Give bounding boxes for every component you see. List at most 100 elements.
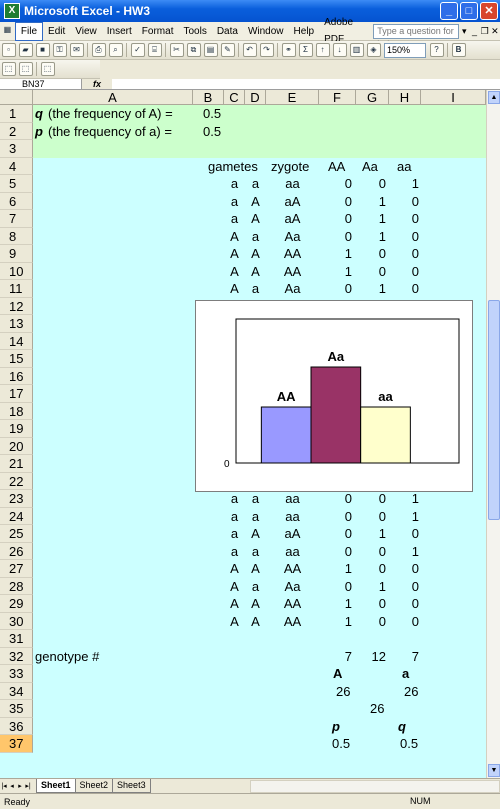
pdf-email-icon[interactable]: ⬚	[18, 62, 33, 76]
new-icon[interactable]: ▫	[1, 43, 16, 57]
row-header-33[interactable]: 33	[0, 665, 33, 683]
drawing-icon[interactable]: ◈	[366, 43, 381, 57]
count-Aa[interactable]: 0	[378, 596, 386, 611]
gamete-1[interactable]: a	[230, 193, 239, 209]
column-header-d[interactable]: D	[245, 90, 266, 105]
zygote[interactable]: aA	[284, 211, 301, 226]
allele-a-count[interactable]: 26	[404, 683, 419, 699]
menu-data[interactable]: Data	[216, 25, 238, 37]
count-Aa[interactable]: 0	[378, 508, 386, 524]
row-header-19[interactable]: 19	[0, 420, 33, 438]
gamete-1[interactable]: a	[230, 543, 239, 559]
open-icon[interactable]: ▰	[18, 43, 33, 57]
count-AA[interactable]: 0	[344, 228, 352, 244]
row-header-34[interactable]: 34	[0, 682, 33, 700]
count-Aa[interactable]: 0	[378, 176, 386, 191]
row-header-15[interactable]: 15	[0, 350, 33, 368]
zygote[interactable]: AA	[283, 561, 302, 576]
row-header-17[interactable]: 17	[0, 385, 33, 403]
column-header-a[interactable]: A	[33, 90, 193, 105]
chevron-down-icon[interactable]: ▾	[461, 25, 467, 36]
genotype-AA-total[interactable]: 7	[344, 648, 352, 664]
menu-view[interactable]: View	[75, 25, 97, 37]
column-header-e[interactable]: E	[266, 90, 319, 105]
q-result[interactable]: 0.5	[400, 736, 419, 751]
gamete-2[interactable]: A	[251, 246, 260, 261]
gamete-1[interactable]: A	[230, 578, 239, 594]
row-header-14[interactable]: 14	[0, 332, 33, 350]
gamete-2[interactable]: A	[251, 596, 260, 611]
horizontal-scrollbar[interactable]	[250, 779, 500, 793]
print-icon[interactable]: ⎙	[91, 43, 106, 57]
zygote[interactable]: Aa	[284, 281, 301, 296]
menu-edit[interactable]: Edit	[48, 25, 66, 37]
p-value[interactable]: 0.5	[203, 123, 222, 139]
count-aa[interactable]: 1	[411, 176, 419, 191]
gamete-2[interactable]: a	[251, 508, 260, 524]
count-AA[interactable]: 0	[344, 508, 352, 524]
count-aa[interactable]: 1	[411, 508, 419, 524]
count-AA[interactable]: 0	[344, 578, 352, 594]
count-aa[interactable]: 0	[411, 246, 419, 261]
row-header-32[interactable]: 32	[0, 647, 33, 665]
zygote[interactable]: Aa	[284, 228, 301, 244]
print-preview-icon[interactable]: ⌕	[108, 43, 123, 57]
count-AA[interactable]: 0	[344, 491, 352, 506]
permission-icon[interactable]: ⚿	[52, 43, 67, 57]
row-header-18[interactable]: 18	[0, 402, 33, 420]
count-aa[interactable]: 0	[411, 193, 419, 209]
bold-icon[interactable]: B	[451, 43, 466, 57]
count-Aa[interactable]: 0	[378, 543, 386, 559]
bar-AA[interactable]	[260, 406, 312, 464]
pdf-review-icon[interactable]: ⬚	[40, 62, 55, 76]
q-result-header[interactable]: q	[398, 718, 406, 734]
gamete-1[interactable]: a	[230, 491, 239, 506]
q-symbol[interactable]: q	[35, 106, 43, 121]
count-aa[interactable]: 1	[411, 491, 419, 506]
scroll-thumb[interactable]	[488, 300, 500, 520]
gamete-2[interactable]: a	[251, 543, 260, 559]
gamete-1[interactable]: A	[230, 228, 239, 244]
gamete-2[interactable]: A	[251, 613, 260, 629]
zoom-select[interactable]: 150%	[384, 42, 426, 58]
menu-tools[interactable]: Tools	[183, 25, 207, 37]
minimize-button[interactable]: _	[440, 2, 458, 20]
genotype-aa-total[interactable]: 7	[411, 648, 419, 664]
doc-close-icon[interactable]: ✕	[491, 25, 499, 36]
row-header-20[interactable]: 20	[0, 437, 33, 455]
gamete-2[interactable]: A	[251, 561, 260, 576]
paste-icon[interactable]: ▤	[203, 43, 218, 57]
select-all-corner[interactable]	[0, 90, 33, 105]
row-header-37[interactable]: 37	[0, 735, 33, 753]
count-AA[interactable]: 1	[344, 613, 352, 629]
gamete-2[interactable]: a	[251, 176, 260, 191]
count-aa[interactable]: 0	[411, 263, 419, 279]
last-sheet-icon[interactable]: ▸|	[25, 783, 31, 790]
row-header-12[interactable]: 12	[0, 297, 33, 315]
gamete-1[interactable]: A	[230, 613, 239, 629]
zygote[interactable]: aA	[284, 526, 301, 541]
redo-icon[interactable]: ↷	[259, 43, 274, 57]
row-header-11[interactable]: 11	[0, 280, 33, 298]
zygote[interactable]: AA	[283, 613, 302, 629]
zygote[interactable]: aA	[284, 193, 301, 209]
help-search-input[interactable]: Type a question for help	[373, 23, 460, 49]
name-box[interactable]: BN37	[0, 79, 82, 89]
gamete-1[interactable]: a	[230, 508, 239, 524]
allele-A-count[interactable]: 26	[336, 683, 351, 699]
p-label[interactable]: (the frequency of a) =	[48, 123, 172, 139]
function-icon[interactable]: fx	[82, 79, 112, 89]
count-Aa[interactable]: 1	[378, 193, 386, 209]
bar-Aa[interactable]	[310, 366, 362, 464]
menu-file[interactable]: File	[14, 21, 44, 41]
gamete-1[interactable]: A	[230, 281, 239, 296]
row-header-4[interactable]: 4	[0, 157, 33, 175]
row-header-6[interactable]: 6	[0, 192, 33, 210]
count-AA[interactable]: 0	[344, 543, 352, 559]
bar-aa[interactable]	[360, 406, 411, 464]
zygote[interactable]: AA	[283, 596, 302, 611]
row-header-36[interactable]: 36	[0, 717, 33, 735]
row-header-29[interactable]: 29	[0, 595, 33, 613]
genotype-count-label[interactable]: genotype #	[35, 648, 100, 664]
AA-header[interactable]: AA	[328, 158, 346, 174]
